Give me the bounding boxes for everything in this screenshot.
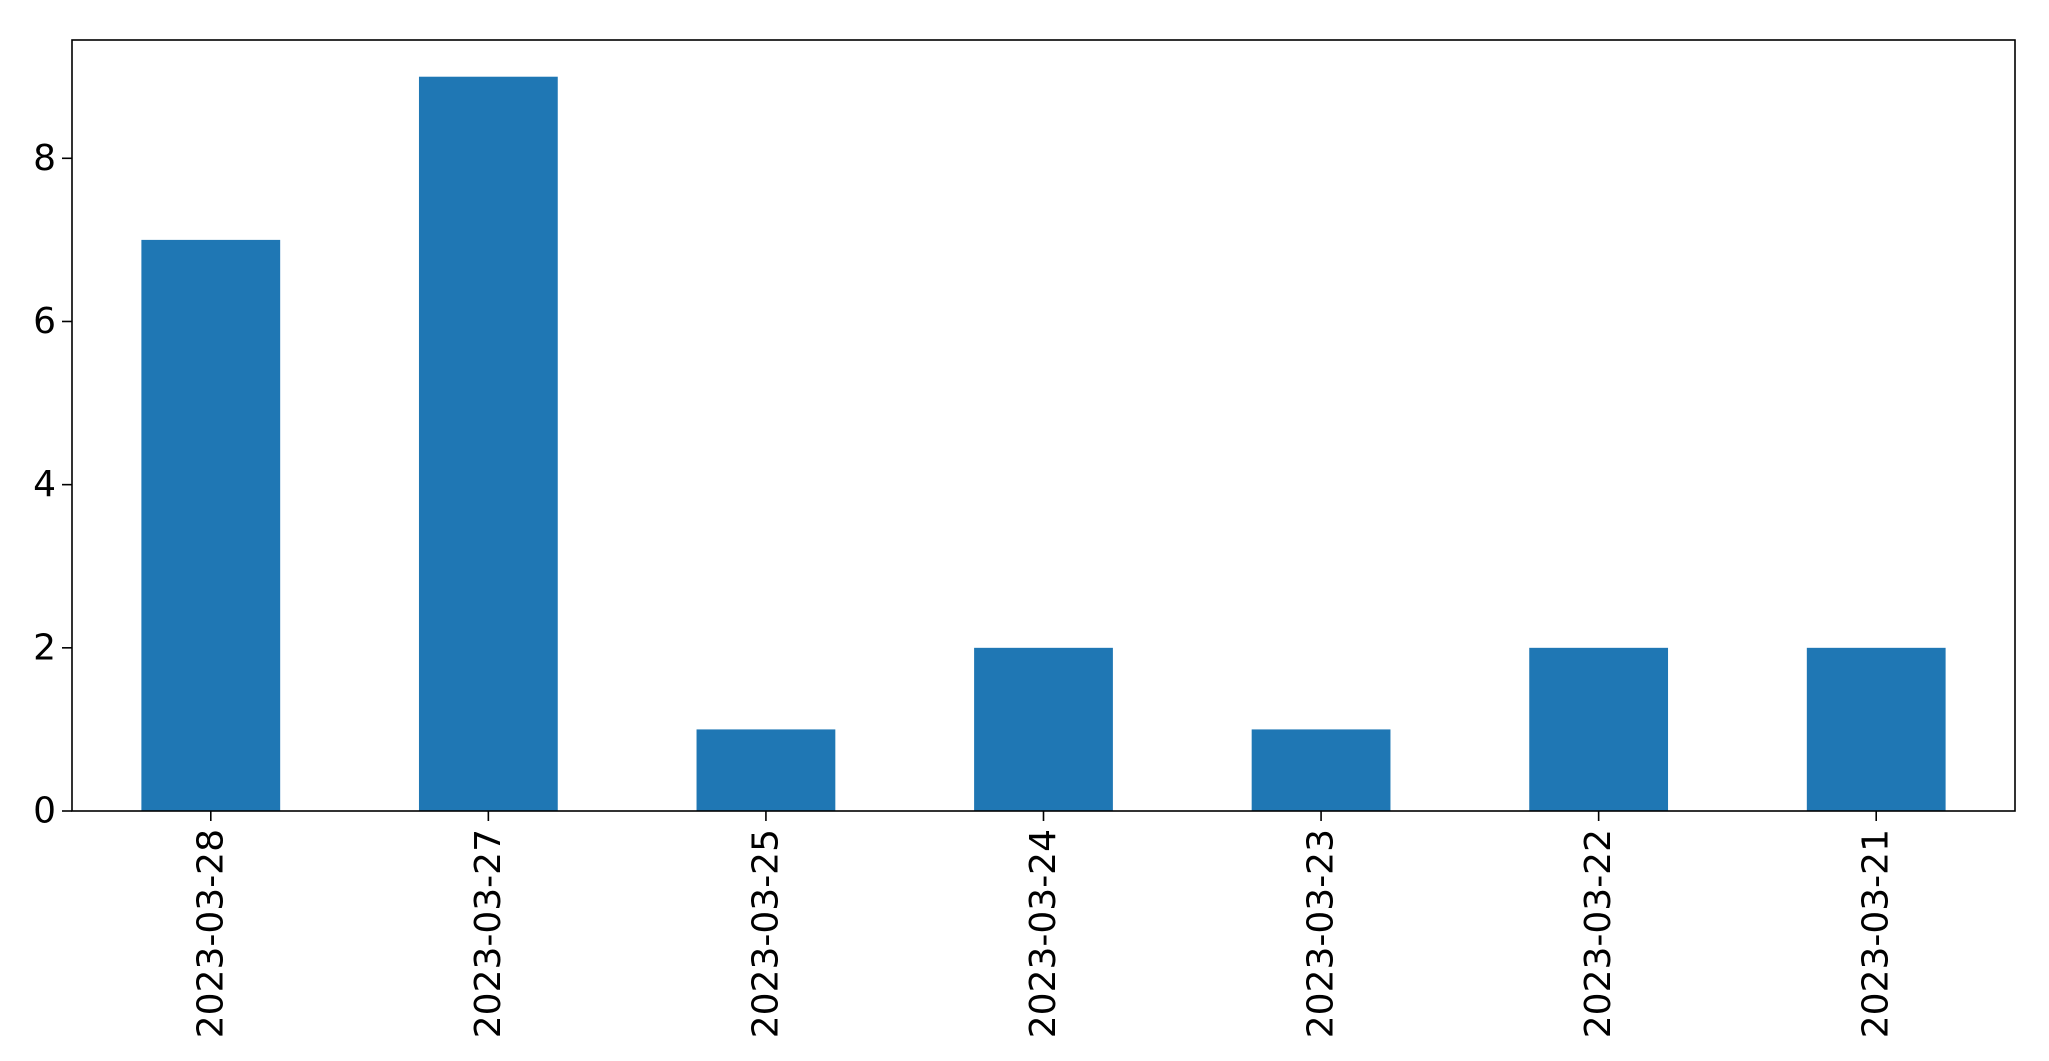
bar-2023-03-23 [1251, 729, 1391, 811]
x-tick-label: 2023-03-24 [1023, 829, 1064, 1038]
bar-2023-03-24 [974, 647, 1113, 811]
y-tick-label: 0 [33, 791, 56, 832]
y-axis: 0 2 4 6 8 [33, 138, 72, 832]
x-tick-label: 2023-03-27 [468, 829, 509, 1038]
y-tick-label: 4 [33, 464, 56, 505]
bar-2023-03-21 [1806, 647, 1946, 811]
x-tick-label: 2023-03-28 [190, 829, 231, 1038]
bars-group [141, 76, 1946, 811]
x-tick-label: 2023-03-22 [1578, 829, 1619, 1038]
bar-2023-03-28 [141, 239, 281, 811]
x-axis: 2023-03-28 2023-03-27 2023-03-25 2023-03-24… [190, 811, 1897, 1038]
y-tick-label: 2 [33, 627, 56, 668]
x-tick-label: 2023-03-25 [745, 829, 786, 1038]
plot-frame [71, 39, 2016, 812]
bar-2023-03-27 [418, 76, 558, 811]
bar-2023-03-22 [1529, 647, 1669, 811]
bar-2023-03-25 [696, 729, 836, 811]
x-tick-label: 2023-03-23 [1301, 829, 1342, 1038]
y-tick-label: 8 [33, 138, 56, 179]
y-tick-label: 6 [33, 301, 56, 342]
x-tick-label: 2023-03-21 [1856, 829, 1897, 1038]
